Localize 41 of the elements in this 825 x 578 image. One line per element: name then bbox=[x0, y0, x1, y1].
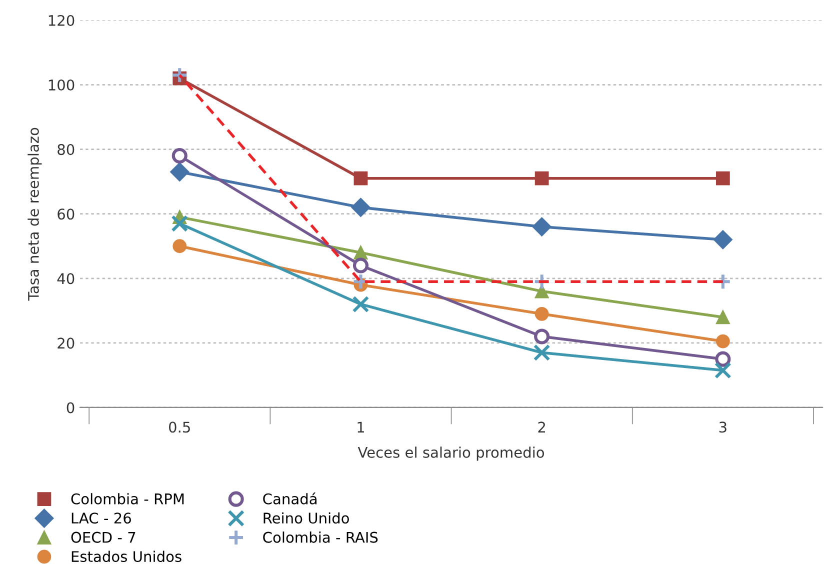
y-tick-label: 100 bbox=[48, 79, 74, 91]
point bbox=[715, 351, 731, 367]
point bbox=[534, 284, 549, 298]
legend-label: Colombia - RAIS bbox=[263, 532, 378, 543]
point bbox=[714, 362, 732, 379]
legend-label: Colombia - RPM bbox=[71, 493, 184, 504]
x-axis-title: Veces el salario promedio bbox=[358, 446, 544, 461]
y-tick-label: 120 bbox=[48, 14, 74, 26]
point bbox=[170, 162, 190, 182]
x-tick-label: 1 bbox=[358, 422, 364, 432]
y-tick-label: 80 bbox=[58, 144, 74, 156]
x-tick-label: 0.5 bbox=[168, 422, 190, 433]
x-tick-label: 3 bbox=[719, 422, 726, 433]
legend-label: LAC - 26 bbox=[72, 512, 131, 524]
point bbox=[716, 334, 730, 348]
point bbox=[352, 258, 369, 274]
legend-label: Estados Unidos bbox=[72, 550, 182, 562]
point bbox=[354, 246, 368, 260]
y-tick-label: 0 bbox=[66, 402, 74, 414]
point bbox=[533, 344, 550, 362]
point bbox=[354, 171, 368, 186]
y-axis-title: Tasa neta de reemplazo bbox=[28, 128, 42, 301]
legend-label: OECD - 7 bbox=[71, 532, 136, 543]
point bbox=[716, 171, 730, 186]
legend-label: Reino Unido bbox=[264, 512, 349, 524]
point bbox=[534, 328, 550, 344]
y-tick-label: 40 bbox=[57, 273, 74, 284]
point bbox=[716, 310, 730, 324]
point bbox=[534, 171, 549, 186]
point bbox=[713, 230, 732, 250]
point bbox=[351, 198, 370, 217]
point bbox=[352, 296, 370, 313]
y-tick-label: 60 bbox=[58, 208, 74, 220]
legend-label: Canadá bbox=[263, 492, 316, 504]
point bbox=[534, 306, 549, 321]
point bbox=[532, 217, 552, 236]
x-tick-label: 2 bbox=[538, 422, 546, 432]
point bbox=[172, 148, 188, 164]
point bbox=[171, 215, 188, 232]
y-tick-label: 20 bbox=[58, 338, 74, 349]
point bbox=[172, 239, 187, 254]
